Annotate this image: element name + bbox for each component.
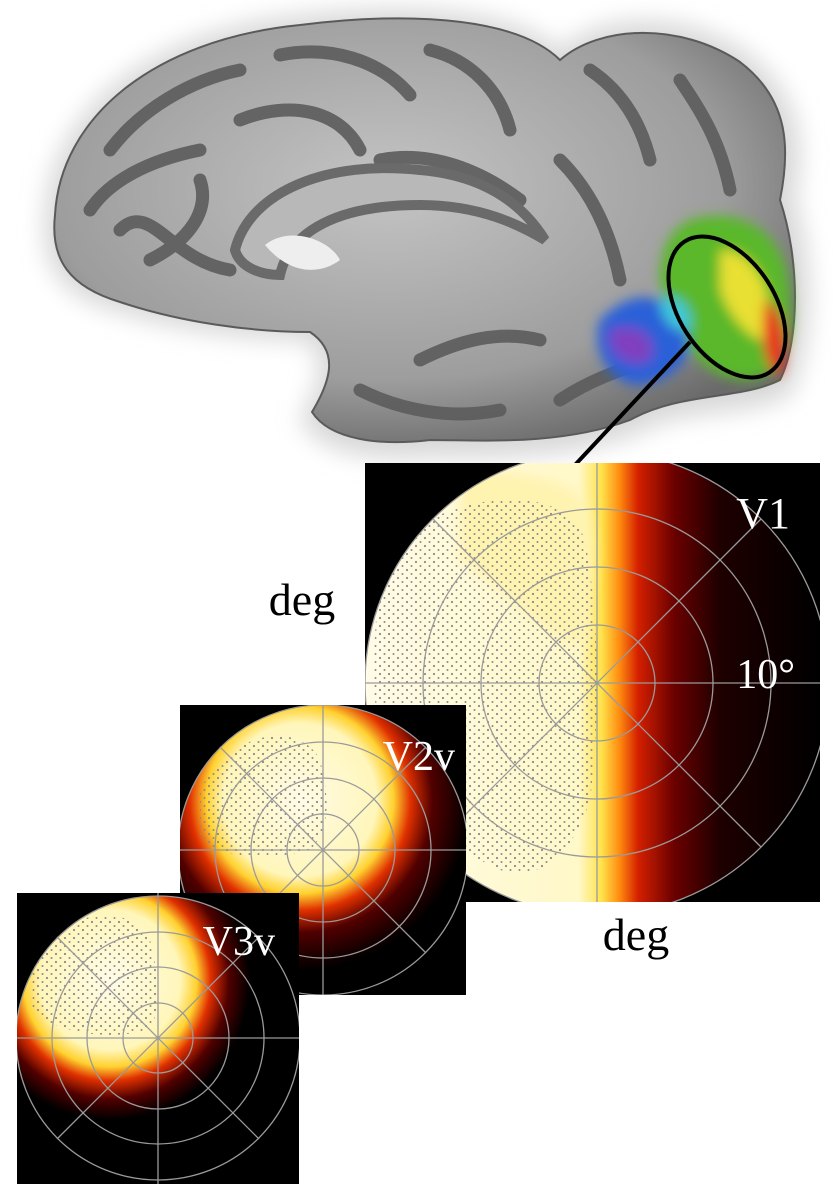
axis-label: deg xyxy=(269,574,335,625)
connector-line xyxy=(572,340,692,468)
panel-label: V3v xyxy=(203,919,275,965)
dot-cloud xyxy=(200,736,327,857)
brain-surface xyxy=(44,8,810,468)
eccentricity-label: 10° xyxy=(736,652,795,698)
axis-label: deg xyxy=(603,909,669,960)
corpus-callosum xyxy=(229,163,550,281)
polar-panel-v3v xyxy=(17,893,299,1184)
roi-ellipse xyxy=(666,234,788,380)
polar-grid xyxy=(180,705,466,995)
ventricle xyxy=(265,235,340,270)
sulci xyxy=(83,43,737,421)
panel-label: V2v xyxy=(383,734,455,780)
panel-label: V1 xyxy=(736,489,790,538)
polar-grid xyxy=(17,893,299,1184)
polar-grid xyxy=(365,463,820,902)
